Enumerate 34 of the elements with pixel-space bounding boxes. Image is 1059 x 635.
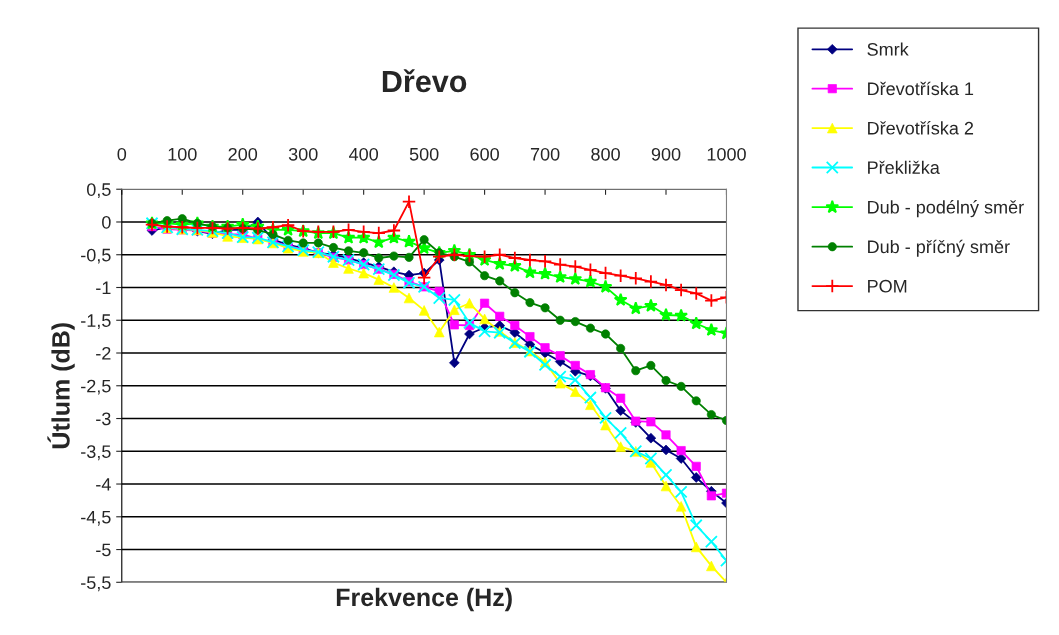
x-tick-label: 700 — [530, 147, 560, 161]
y-tick-label: -1,5 — [81, 314, 111, 330]
chart-title: Dřevo — [382, 69, 467, 93]
legend-label: Překližka — [868, 160, 940, 174]
y-tick-label: -4 — [96, 478, 111, 491]
legend-label: Dřevotříska 2 — [868, 121, 974, 135]
x-tick-label: 0 — [117, 147, 127, 161]
y-tick-label: -3,5 — [81, 445, 111, 461]
x-tick-label: 500 — [409, 147, 439, 161]
y-tick-label: -5,5 — [81, 576, 111, 592]
legend-label: Dub - podélný směr — [868, 200, 1024, 218]
y-tick-label: -2,5 — [81, 379, 111, 395]
x-tick-label: 200 — [228, 147, 258, 161]
x-tick-label: 100 — [168, 147, 197, 161]
x-axis-title: Frekvence (Hz) — [336, 587, 512, 612]
x-tick-label: 300 — [288, 147, 318, 161]
y-tick-label: -4,5 — [81, 510, 111, 526]
y-tick-label: -5 — [96, 543, 111, 557]
legend-label: Dub - příčný směr — [868, 239, 1010, 257]
y-tick-label: -1 — [96, 281, 111, 295]
y-axis-title: Útlum (dB) — [47, 323, 75, 449]
legend-label: Smrk — [867, 42, 909, 56]
x-tick-label: 900 — [651, 147, 681, 161]
legend-label: Dřevotříska 1 — [868, 81, 974, 96]
x-tick-label: 400 — [349, 147, 379, 161]
y-tick-label: -0,5 — [81, 248, 111, 264]
x-tick-label: 600 — [470, 147, 499, 161]
legend-label: POM — [868, 279, 907, 293]
y-tick-label: -3 — [96, 412, 111, 426]
x-tick-label: 800 — [591, 147, 620, 161]
y-tick-label: -2 — [96, 346, 111, 360]
y-tick-label: 0 — [102, 215, 111, 229]
x-tick-label: 1000 — [707, 147, 746, 161]
y-tick-label: 0,5 — [86, 183, 111, 199]
